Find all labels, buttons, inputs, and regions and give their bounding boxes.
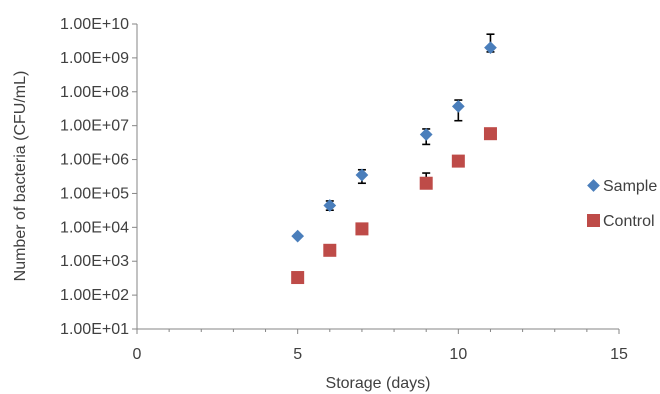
point-control [483,127,497,141]
legend-label-sample: Sample [603,178,657,195]
y-tick-label: 1.00E+06 [60,152,129,169]
y-tick-label: 1.00E+07 [60,118,129,135]
x-tick-label: 15 [610,346,628,363]
point-control [291,271,305,285]
y-axis-title: Number of bacteria (CFU/mL) [12,71,29,282]
error-bars [325,33,495,255]
legend-label-control: Control [603,213,655,230]
point-sample [355,168,369,182]
x-tick-label: 5 [293,346,302,363]
y-tick-label: 1.00E+03 [60,253,129,270]
point-control [419,176,433,190]
point-control [355,222,369,236]
x-tick-label: 0 [133,346,142,363]
y-tick-label: 1.00E+08 [60,84,129,101]
point-sample [323,199,337,212]
point-sample [419,128,433,141]
data-points [291,41,497,285]
x-tick-label: 10 [449,346,467,363]
point-sample [451,100,465,113]
y-tick-label: 1.00E+10 [60,16,129,33]
point-control [451,154,465,168]
y-tick-label: 1.00E+01 [60,321,129,338]
legend-item-control: Control [587,213,655,230]
y-tick-label: 1.00E+04 [60,219,129,236]
x-axis-title: Storage (days) [326,375,431,392]
legend-marker-sample [587,179,600,192]
x-axis-ticks: 0 5 10 15 [133,329,628,363]
y-tick-label: 1.00E+09 [60,50,129,67]
legend-item-sample: Sample [587,178,657,195]
y-axis-ticks: 1.00E+01 1.00E+02 1.00E+03 1.00E+04 1.00E+05… [60,16,137,338]
y-tick-label: 1.00E+02 [60,287,129,304]
axes [136,24,619,330]
point-sample [291,229,305,243]
legend-marker-control [587,214,600,227]
point-sample [484,41,497,55]
legend: Sample Control [587,178,657,230]
y-tick-label: 1.00E+05 [60,185,129,202]
point-control [323,243,337,257]
